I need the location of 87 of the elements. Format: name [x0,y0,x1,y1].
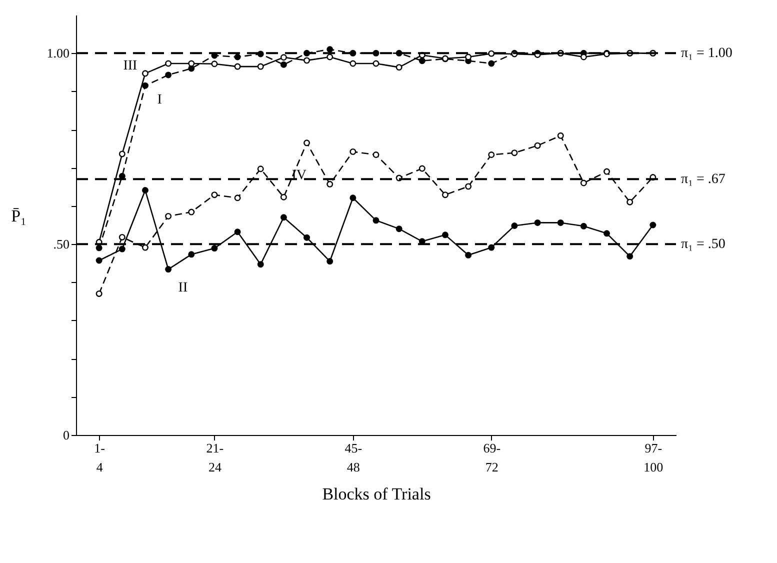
point [396,64,402,71]
series-label: II [178,280,188,296]
point [372,217,380,224]
y-tick-label: 1.00 [46,46,70,61]
point [165,266,172,273]
point [626,198,634,206]
point [118,234,126,240]
x-tick-label: 1- 4 [94,440,105,474]
point [372,60,380,67]
point [557,132,564,139]
series-label: III [123,58,138,74]
point [188,208,195,216]
y-tick-label: 0 [63,428,70,442]
point [511,150,518,156]
x-tick-label: 97- 100 [644,440,664,474]
point [234,54,241,60]
point [304,234,310,241]
point [418,165,426,172]
point [372,50,380,56]
point [211,245,218,252]
point [604,230,610,237]
point [280,194,287,200]
point [234,194,241,202]
point [465,183,472,190]
point [418,58,426,64]
point [257,63,264,70]
point [488,152,495,158]
point [211,192,218,198]
ref-line-label: π₁ = .67 [681,172,726,188]
point [142,70,148,77]
point [488,50,495,57]
point [165,72,172,78]
point [488,60,495,67]
point [626,253,634,260]
point [234,228,241,236]
point [96,290,102,297]
x-axis-title: Blocks of Trials [322,484,431,504]
point [534,219,541,226]
point [142,244,148,251]
point [280,54,287,61]
series-label: I [157,92,162,108]
point [350,194,356,202]
point [511,222,518,230]
point [304,57,310,64]
point [326,46,334,53]
point [280,61,287,68]
point [96,257,102,264]
point [142,187,148,194]
point [165,60,172,67]
point [534,142,541,149]
point [488,244,495,251]
x-tick-label: 69- 72 [483,440,501,474]
point [257,261,264,268]
point [442,192,448,198]
point [580,222,587,230]
x-tick-label: 21- 24 [206,440,224,474]
point [650,222,656,228]
y-tick-label: .50 [53,236,70,252]
ref-line-label: π₁ = 1.00 [681,46,732,62]
point [257,166,264,172]
point [465,252,472,258]
point [326,54,334,60]
point [580,180,587,186]
point [326,258,334,265]
point [604,168,610,175]
point [118,150,126,158]
point [188,251,195,258]
point [280,214,287,221]
point [165,212,172,220]
point [118,246,126,252]
ref-line-label: π₁ = .50 [681,237,726,252]
y-axis-title: P̄₁ [11,206,26,226]
point [557,219,564,226]
x-tick-label: 45- 48 [344,440,362,474]
point [326,180,334,188]
point [96,244,102,252]
point [396,226,402,232]
point [372,152,380,158]
point [442,232,448,238]
point [350,60,356,67]
point [257,50,264,58]
point [304,140,310,146]
point [350,148,356,155]
point [211,60,218,68]
point [188,60,195,67]
point [142,82,148,89]
point [234,63,241,70]
